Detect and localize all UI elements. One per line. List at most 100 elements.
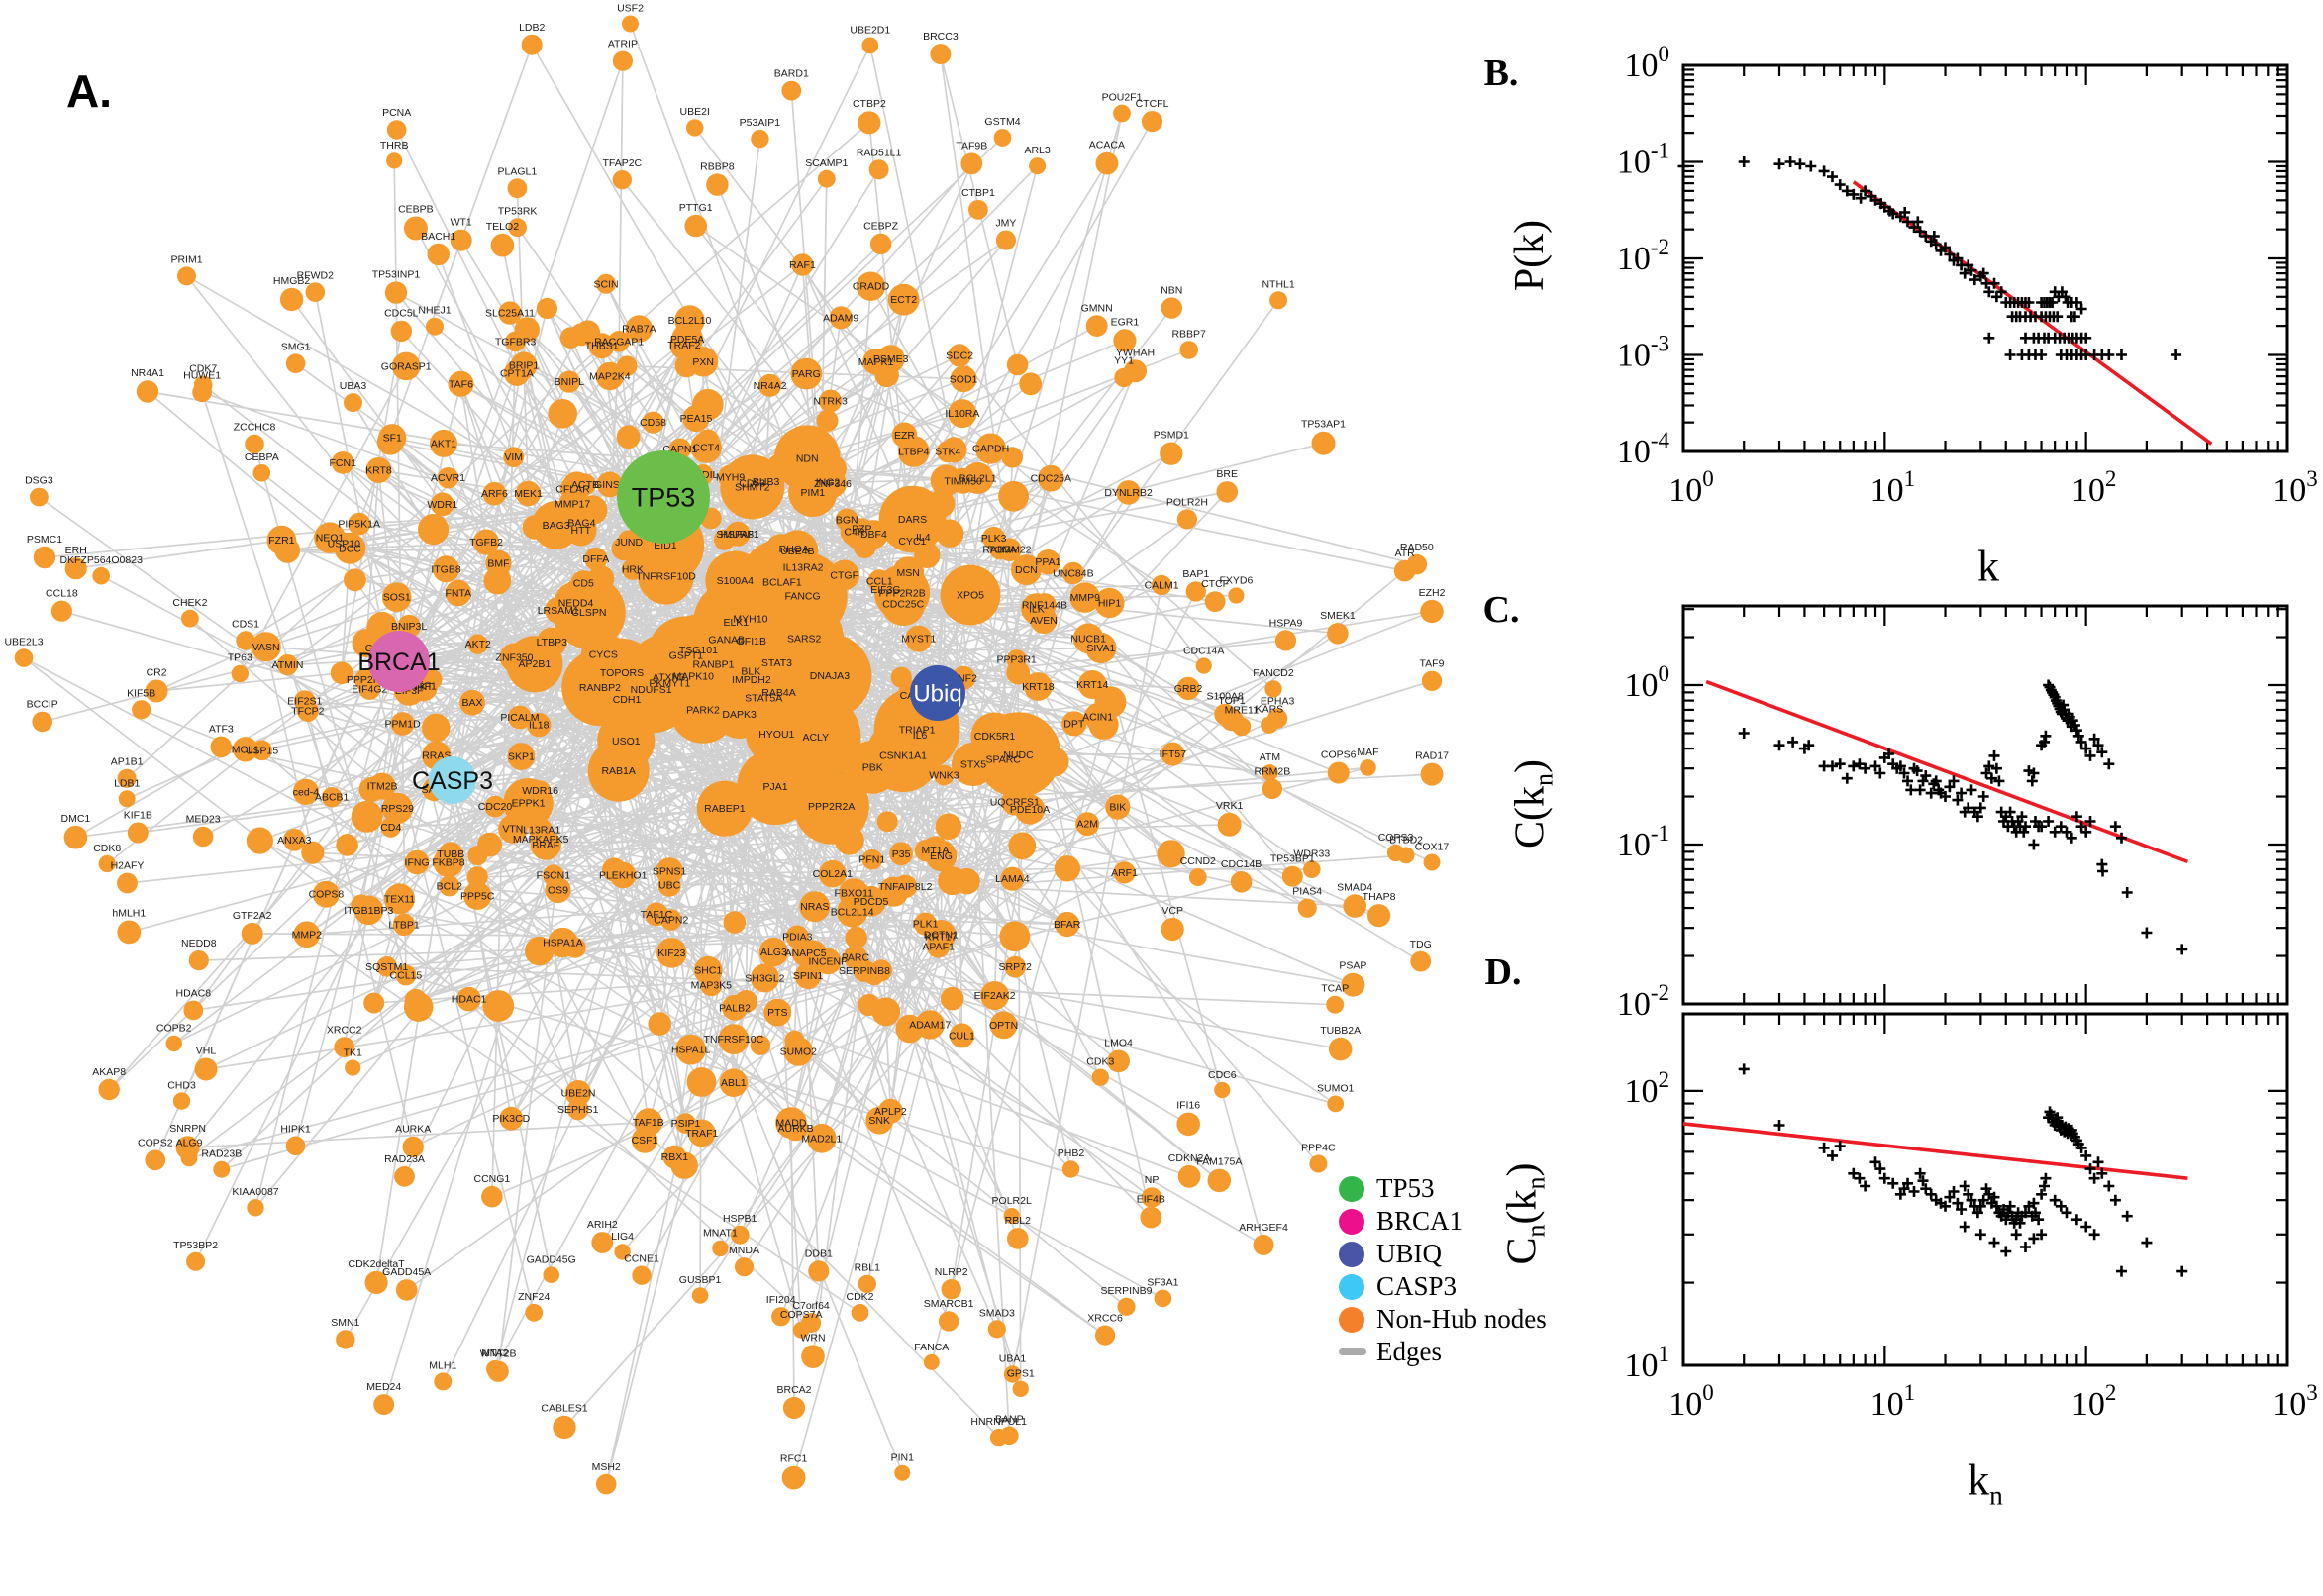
gene-label: PSAP: [1339, 960, 1366, 972]
gene-label: RFWD2: [297, 269, 334, 281]
gene-node: [165, 1035, 182, 1052]
gene-label: JMY: [995, 218, 1016, 230]
gene-node: [934, 764, 955, 786]
gene-node: [1262, 764, 1278, 781]
gene-label: UBE4B: [780, 546, 814, 557]
gene-label: CCNG1: [474, 1173, 511, 1185]
legend-item-tp53: TP53: [1339, 1172, 1547, 1205]
gene-node: [390, 320, 412, 343]
gene-label: CAPN2: [654, 915, 688, 927]
gene-node: [819, 389, 843, 413]
gene-label: YY1: [1114, 355, 1134, 367]
gene-node: [136, 380, 159, 403]
gene-node: [781, 80, 802, 101]
gene-node: [1061, 561, 1085, 585]
gene-label: CTCF: [1201, 578, 1229, 590]
gene-label: C7orf64: [792, 1300, 830, 1312]
gene-node: [670, 1151, 698, 1179]
data-point: [2088, 1172, 2100, 1184]
gene-label: CDC14B: [1221, 858, 1262, 870]
gene-node: [684, 214, 707, 238]
gene-label: MYST1: [901, 634, 936, 646]
hub-nodes: TP53 BRCA1 Ubiq CASP3: [357, 450, 965, 804]
tick-label: 100: [1668, 1380, 1714, 1423]
gene-node: [384, 281, 408, 304]
gene-label: ATR: [1394, 548, 1415, 559]
gene-node: [622, 15, 639, 33]
gene-node: [763, 998, 792, 1027]
data-points: [1738, 679, 2188, 955]
gene-node: [508, 218, 527, 238]
data-point: [1928, 231, 1940, 242]
gene-node: [887, 283, 920, 316]
data-point: [2036, 821, 2048, 833]
gene-label: BTBD2: [1389, 835, 1423, 847]
gene-node: [914, 912, 938, 936]
data-point: [2039, 736, 2050, 748]
gene-label: SH3GL2: [745, 972, 784, 984]
gene-label: PPP4C: [1301, 1143, 1336, 1154]
gene-label: JUND: [615, 537, 643, 549]
fit-line: [1705, 679, 2189, 864]
gene-node: [1154, 1289, 1172, 1308]
gene-node: [892, 556, 925, 589]
gene-node: [889, 842, 913, 866]
data-point: [1977, 1194, 1989, 1206]
gene-node: [301, 841, 325, 864]
gene-node: [426, 317, 444, 336]
data-point: [1983, 760, 1995, 772]
gene-label: RAD51L1: [857, 147, 902, 158]
gene-node: [718, 464, 743, 490]
gene-node: [252, 464, 271, 482]
gene-node: [781, 1465, 806, 1490]
data-point: [1983, 286, 1995, 298]
gene-label: MRE11: [1225, 704, 1259, 716]
gene-node: [404, 849, 430, 875]
gene-node: [564, 1080, 592, 1107]
gene-label: HDAC1: [452, 994, 487, 1006]
gene-node: [484, 795, 506, 818]
gene-label: HIPK1: [280, 1124, 311, 1136]
data-point: [1887, 1177, 1899, 1189]
gene-node: [758, 937, 789, 967]
gene-label: BCL2L1: [960, 473, 997, 485]
gene-label: LTBP4: [898, 447, 929, 458]
gene-node: [236, 631, 255, 650]
gene-node: [427, 243, 450, 266]
gene-node: [384, 883, 415, 915]
data-point: [1738, 1063, 1750, 1075]
gene-node: [1157, 840, 1185, 868]
gene-label: FSCN1: [537, 870, 571, 882]
gene-node: [30, 487, 49, 507]
gene-node: [194, 1057, 218, 1081]
gene-node: [305, 282, 326, 303]
gene-node: [1141, 111, 1163, 133]
gene-label: PPP5C: [460, 890, 495, 902]
gene-node: [845, 926, 868, 949]
data-point: [1874, 1163, 1886, 1175]
gene-node: [127, 822, 149, 844]
gene-label: ALG3: [760, 947, 787, 958]
data-point: [2096, 747, 2108, 758]
data-point: [2080, 332, 2092, 344]
data-point: [1925, 787, 1937, 799]
gene-label: EIF4G2: [352, 683, 387, 695]
gene-label: MYH9: [716, 471, 745, 483]
gene-label: DYNLRB2: [1104, 487, 1153, 499]
gene-label: TP53BP2: [173, 1240, 218, 1251]
gene-node: [674, 353, 699, 378]
gene-label: TSG101: [679, 645, 718, 656]
gene-node: [1188, 868, 1207, 886]
gene-label: NLRP2: [935, 1266, 968, 1278]
gene-node: [625, 315, 654, 343]
gene-label: HRK: [622, 564, 644, 576]
gene-node: [522, 515, 548, 540]
casp3-hub-swatch-icon: [1339, 1273, 1364, 1300]
data-point: [1971, 1207, 1983, 1219]
data-point: [1944, 1191, 1956, 1203]
legend-item-ubiq: UBIQ: [1339, 1238, 1547, 1270]
data-point: [2176, 1265, 2188, 1277]
gene-node: [192, 826, 214, 848]
gene-label: ATRIP: [608, 39, 638, 50]
data-point: [1940, 791, 1951, 802]
